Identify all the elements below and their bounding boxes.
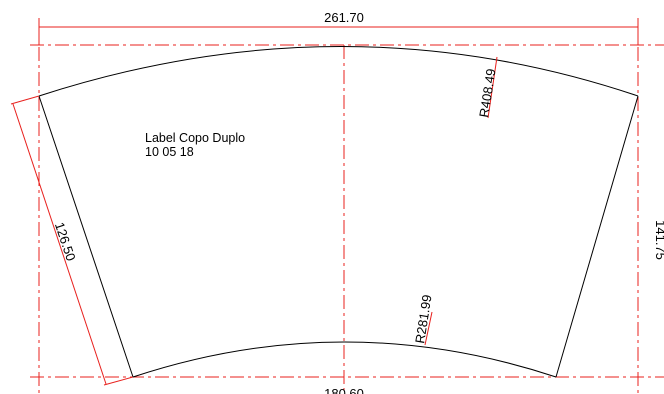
construction-lines <box>30 22 664 394</box>
overall-width-dimension: 261.70 <box>38 10 639 45</box>
overall-width-label: 261.70 <box>324 10 364 25</box>
outer-radius-label: R408.49 <box>476 68 499 119</box>
inner-radius-label: R281.99 <box>412 294 435 345</box>
side-length-label: 126.50 <box>52 220 79 262</box>
label-outline <box>38 46 639 378</box>
bottom-width-label: 180.60 <box>324 386 364 394</box>
inner-arc <box>132 341 557 378</box>
height-label: 141.75 <box>653 220 664 260</box>
label-note-line1: Label Copo Duplo <box>145 131 245 145</box>
outer-arc <box>38 46 639 97</box>
inner-radius-leader <box>424 311 433 346</box>
right-edge <box>555 95 639 378</box>
side-length-dim-line <box>12 103 107 385</box>
inner-radius-dimension: R281.99 <box>412 294 435 346</box>
outer-radius-leader <box>487 56 498 119</box>
outer-radius-dimension: R408.49 <box>476 56 499 119</box>
label-note-line2: 10 05 18 <box>145 145 194 159</box>
side-length-dimension: 126.50 <box>10 95 134 386</box>
side-length-ext-bottom <box>103 376 134 386</box>
label-note: Label Copo Duplo 10 05 18 <box>145 131 245 159</box>
left-edge <box>38 95 134 378</box>
side-length-ext-top <box>10 95 40 105</box>
